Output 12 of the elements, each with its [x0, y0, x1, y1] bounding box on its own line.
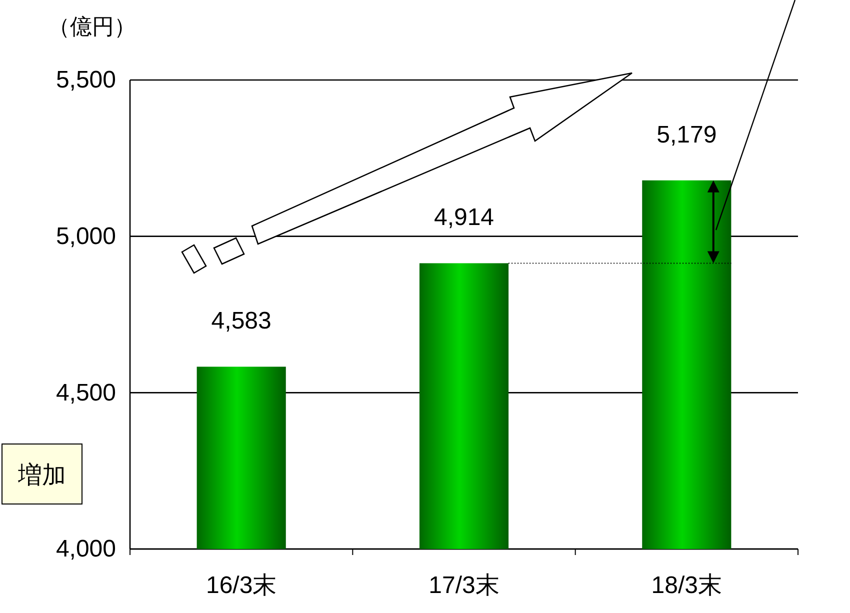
x-tick-label: 17/3末 [428, 572, 500, 599]
y-axis-title: （億円） [48, 14, 136, 39]
x-tick-label: 16/3末 [206, 572, 277, 599]
y-tick-label: 4,500 [56, 379, 116, 406]
y-tick-label: 5,000 [56, 223, 116, 250]
y-tick-label: 4,000 [56, 536, 116, 563]
x-tick-label: 18/3末 [651, 572, 722, 599]
data-label: 4,914 [434, 204, 494, 232]
y-tick-label: 5,500 [56, 66, 116, 94]
text: 増加 [17, 462, 66, 489]
data-label: 4,583 [211, 308, 272, 335]
data-label: 5,179 [656, 121, 717, 148]
